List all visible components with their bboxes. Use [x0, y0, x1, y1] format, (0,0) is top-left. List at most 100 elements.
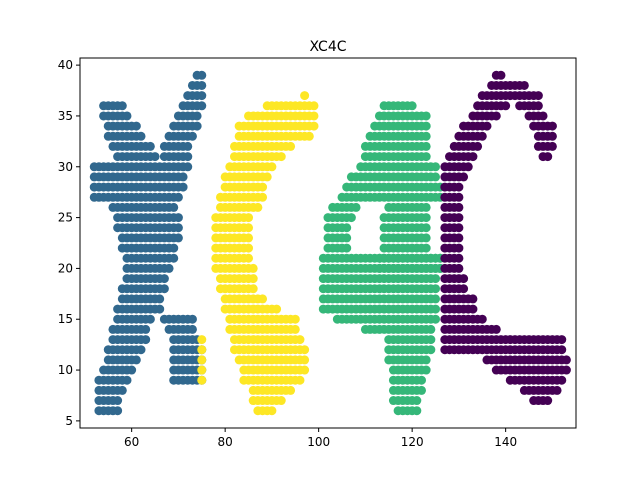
data-point: [416, 385, 426, 395]
data-point: [426, 335, 436, 345]
data-point: [431, 274, 441, 284]
y-tick-label: 20: [58, 261, 73, 275]
data-point: [244, 213, 254, 223]
data-point: [159, 284, 169, 294]
y-tick-label: 35: [58, 109, 73, 123]
data-point: [267, 162, 277, 172]
data-point: [421, 223, 431, 233]
x-tick-label: 60: [124, 435, 139, 449]
data-point: [173, 233, 183, 243]
data-point: [304, 131, 314, 141]
data-point: [145, 314, 155, 324]
data-point: [421, 365, 431, 375]
data-point: [552, 385, 562, 395]
data-point: [421, 121, 431, 131]
data-point: [454, 182, 464, 192]
data-point: [557, 375, 567, 385]
data-point: [468, 294, 478, 304]
data-point: [519, 80, 529, 90]
data-point: [178, 182, 188, 192]
data-point: [482, 121, 492, 131]
data-point: [543, 152, 553, 162]
data-point: [416, 375, 426, 385]
data-point: [290, 314, 300, 324]
data-point: [258, 182, 268, 192]
data-point: [197, 375, 207, 385]
x-tick-label: 80: [218, 435, 233, 449]
data-point: [431, 284, 441, 294]
data-point: [248, 284, 258, 294]
data-point: [342, 223, 352, 233]
data-point: [192, 121, 202, 131]
data-point: [459, 274, 469, 284]
data-point: [173, 213, 183, 223]
data-point: [197, 355, 207, 365]
data-point: [136, 345, 146, 355]
data-point: [244, 253, 254, 263]
y-tick-label: 30: [58, 160, 73, 174]
data-point: [459, 172, 469, 182]
data-point: [145, 141, 155, 151]
data-point: [459, 284, 469, 294]
data-point: [276, 152, 286, 162]
data-point: [286, 385, 296, 395]
data-point: [248, 274, 258, 284]
data-point: [477, 314, 487, 324]
data-point: [538, 111, 548, 121]
data-point: [117, 385, 127, 395]
data-point: [244, 233, 254, 243]
data-point: [543, 396, 553, 406]
x-tick-label: 140: [494, 435, 517, 449]
x-tick-label: 100: [307, 435, 330, 449]
data-point: [197, 80, 207, 90]
data-point: [122, 375, 132, 385]
data-point: [496, 70, 506, 80]
data-point: [173, 223, 183, 233]
data-point: [454, 243, 464, 253]
data-point: [421, 355, 431, 365]
data-point: [290, 324, 300, 334]
data-point: [141, 335, 151, 345]
y-tick-label: 40: [58, 58, 73, 72]
data-point: [561, 365, 571, 375]
data-point: [431, 314, 441, 324]
data-point: [300, 365, 310, 375]
data-point: [127, 365, 137, 375]
data-point: [276, 396, 286, 406]
data-point: [468, 304, 478, 314]
data-point: [491, 324, 501, 334]
data-point: [421, 131, 431, 141]
data-point: [197, 101, 207, 111]
data-point: [253, 202, 263, 212]
y-tick-label: 15: [58, 312, 73, 326]
data-point: [533, 101, 543, 111]
data-point: [159, 274, 169, 284]
data-point: [113, 406, 123, 416]
data-point: [248, 263, 258, 273]
data-point: [300, 355, 310, 365]
data-point: [421, 213, 431, 223]
data-point: [454, 192, 464, 202]
data-point: [431, 162, 441, 172]
y-tick-label: 25: [58, 211, 73, 225]
data-point: [150, 152, 160, 162]
y-tick-label: 10: [58, 363, 73, 377]
data-point: [187, 324, 197, 334]
data-point: [117, 101, 127, 111]
data-point: [155, 294, 165, 304]
plot-frame: [79, 57, 577, 429]
data-point: [342, 233, 352, 243]
data-point: [421, 233, 431, 243]
data-point: [131, 121, 141, 131]
data-point: [178, 172, 188, 182]
data-point: [141, 324, 151, 334]
data-point: [197, 70, 207, 80]
data-point: [477, 131, 487, 141]
data-point: [295, 375, 305, 385]
data-point: [501, 101, 511, 111]
data-point: [426, 345, 436, 355]
data-point: [346, 213, 356, 223]
data-point: [421, 152, 431, 162]
x-tick-label: 120: [401, 435, 424, 449]
